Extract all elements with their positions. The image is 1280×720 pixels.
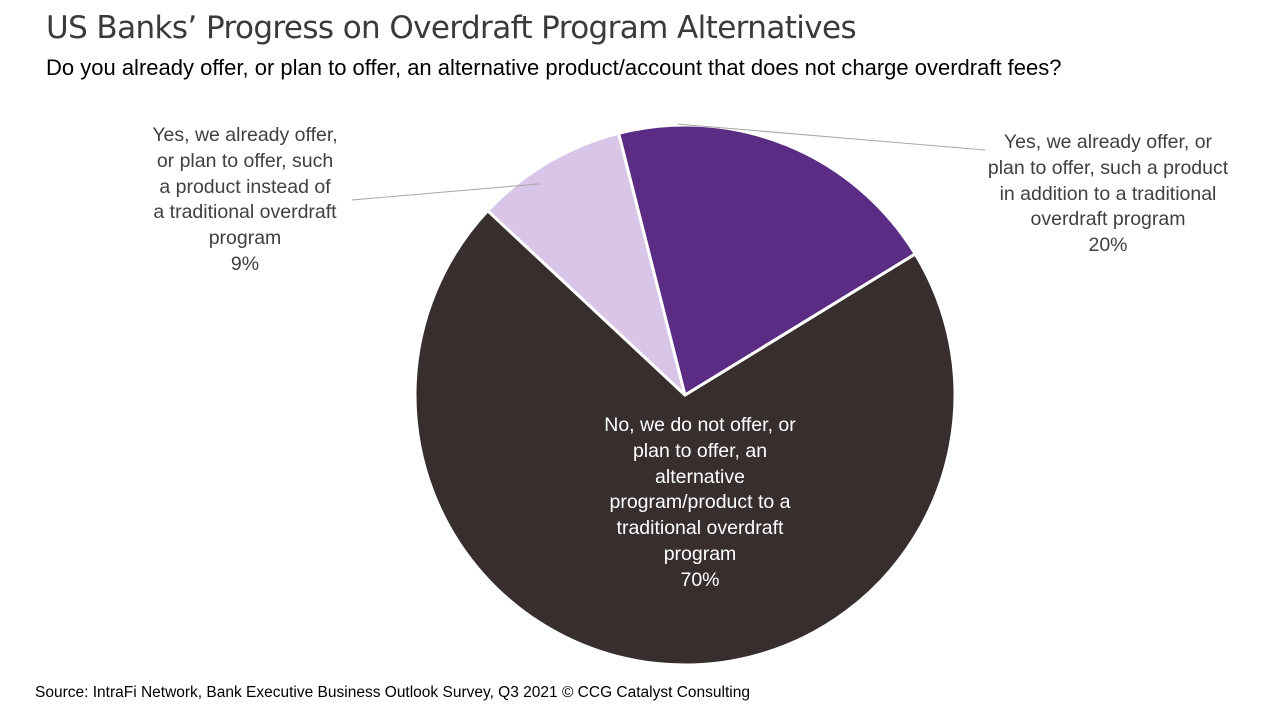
page-title: US Banks’ Progress on Overdraft Program …	[46, 10, 857, 46]
slice-value-label: 9%	[230, 252, 260, 275]
pie-slice-instead	[486, 131, 687, 397]
leader-lines	[351, 123, 986, 201]
slice-label-line: or plan to offer, such	[156, 149, 334, 172]
slice-label-line: a traditional overdraft	[153, 201, 337, 224]
leader-line-in-addition	[677, 123, 986, 151]
slice-label-line: overdraft program	[1030, 208, 1186, 231]
slice-label-line: traditional overdraft	[616, 517, 784, 540]
slice-label-line: plan to offer, an	[632, 439, 768, 462]
slice-label-line: program/product to a	[609, 491, 791, 514]
pie-slices	[413, 123, 957, 667]
slice-label-line: No, we do not offer, or	[604, 414, 796, 436]
page-subtitle: Do you already offer, or plan to offer, …	[46, 55, 1062, 80]
pie-slice-in-addition	[617, 123, 917, 397]
slice-label-in-addition: Yes, we already offer, or plan to offer,…	[958, 130, 1258, 259]
pie-slice-no	[413, 209, 957, 667]
slice-label-line: plan to offer, such a product	[987, 156, 1229, 179]
slice-label-line: program	[208, 227, 282, 250]
slice-label-line: program	[663, 542, 737, 565]
slice-label-no: No, we do not offer, or plan to offer, a…	[580, 413, 820, 594]
slice-value-label: 70%	[680, 568, 720, 591]
source-note: Source: IntraFi Network, Bank Executive …	[35, 684, 750, 701]
leader-line-instead	[351, 183, 540, 201]
slice-label-instead: Yes, we already offer, or plan to offer,…	[130, 123, 360, 278]
slice-label-line: Yes, we already offer,	[152, 124, 338, 146]
slice-label-line: alternative	[655, 465, 745, 488]
slice-value-label: 20%	[1088, 234, 1128, 257]
slice-label-line: in addition to a traditional	[999, 182, 1217, 205]
slice-label-line: Yes, we already offer, or	[1003, 131, 1213, 153]
slice-label-line: a product instead of	[159, 175, 331, 198]
